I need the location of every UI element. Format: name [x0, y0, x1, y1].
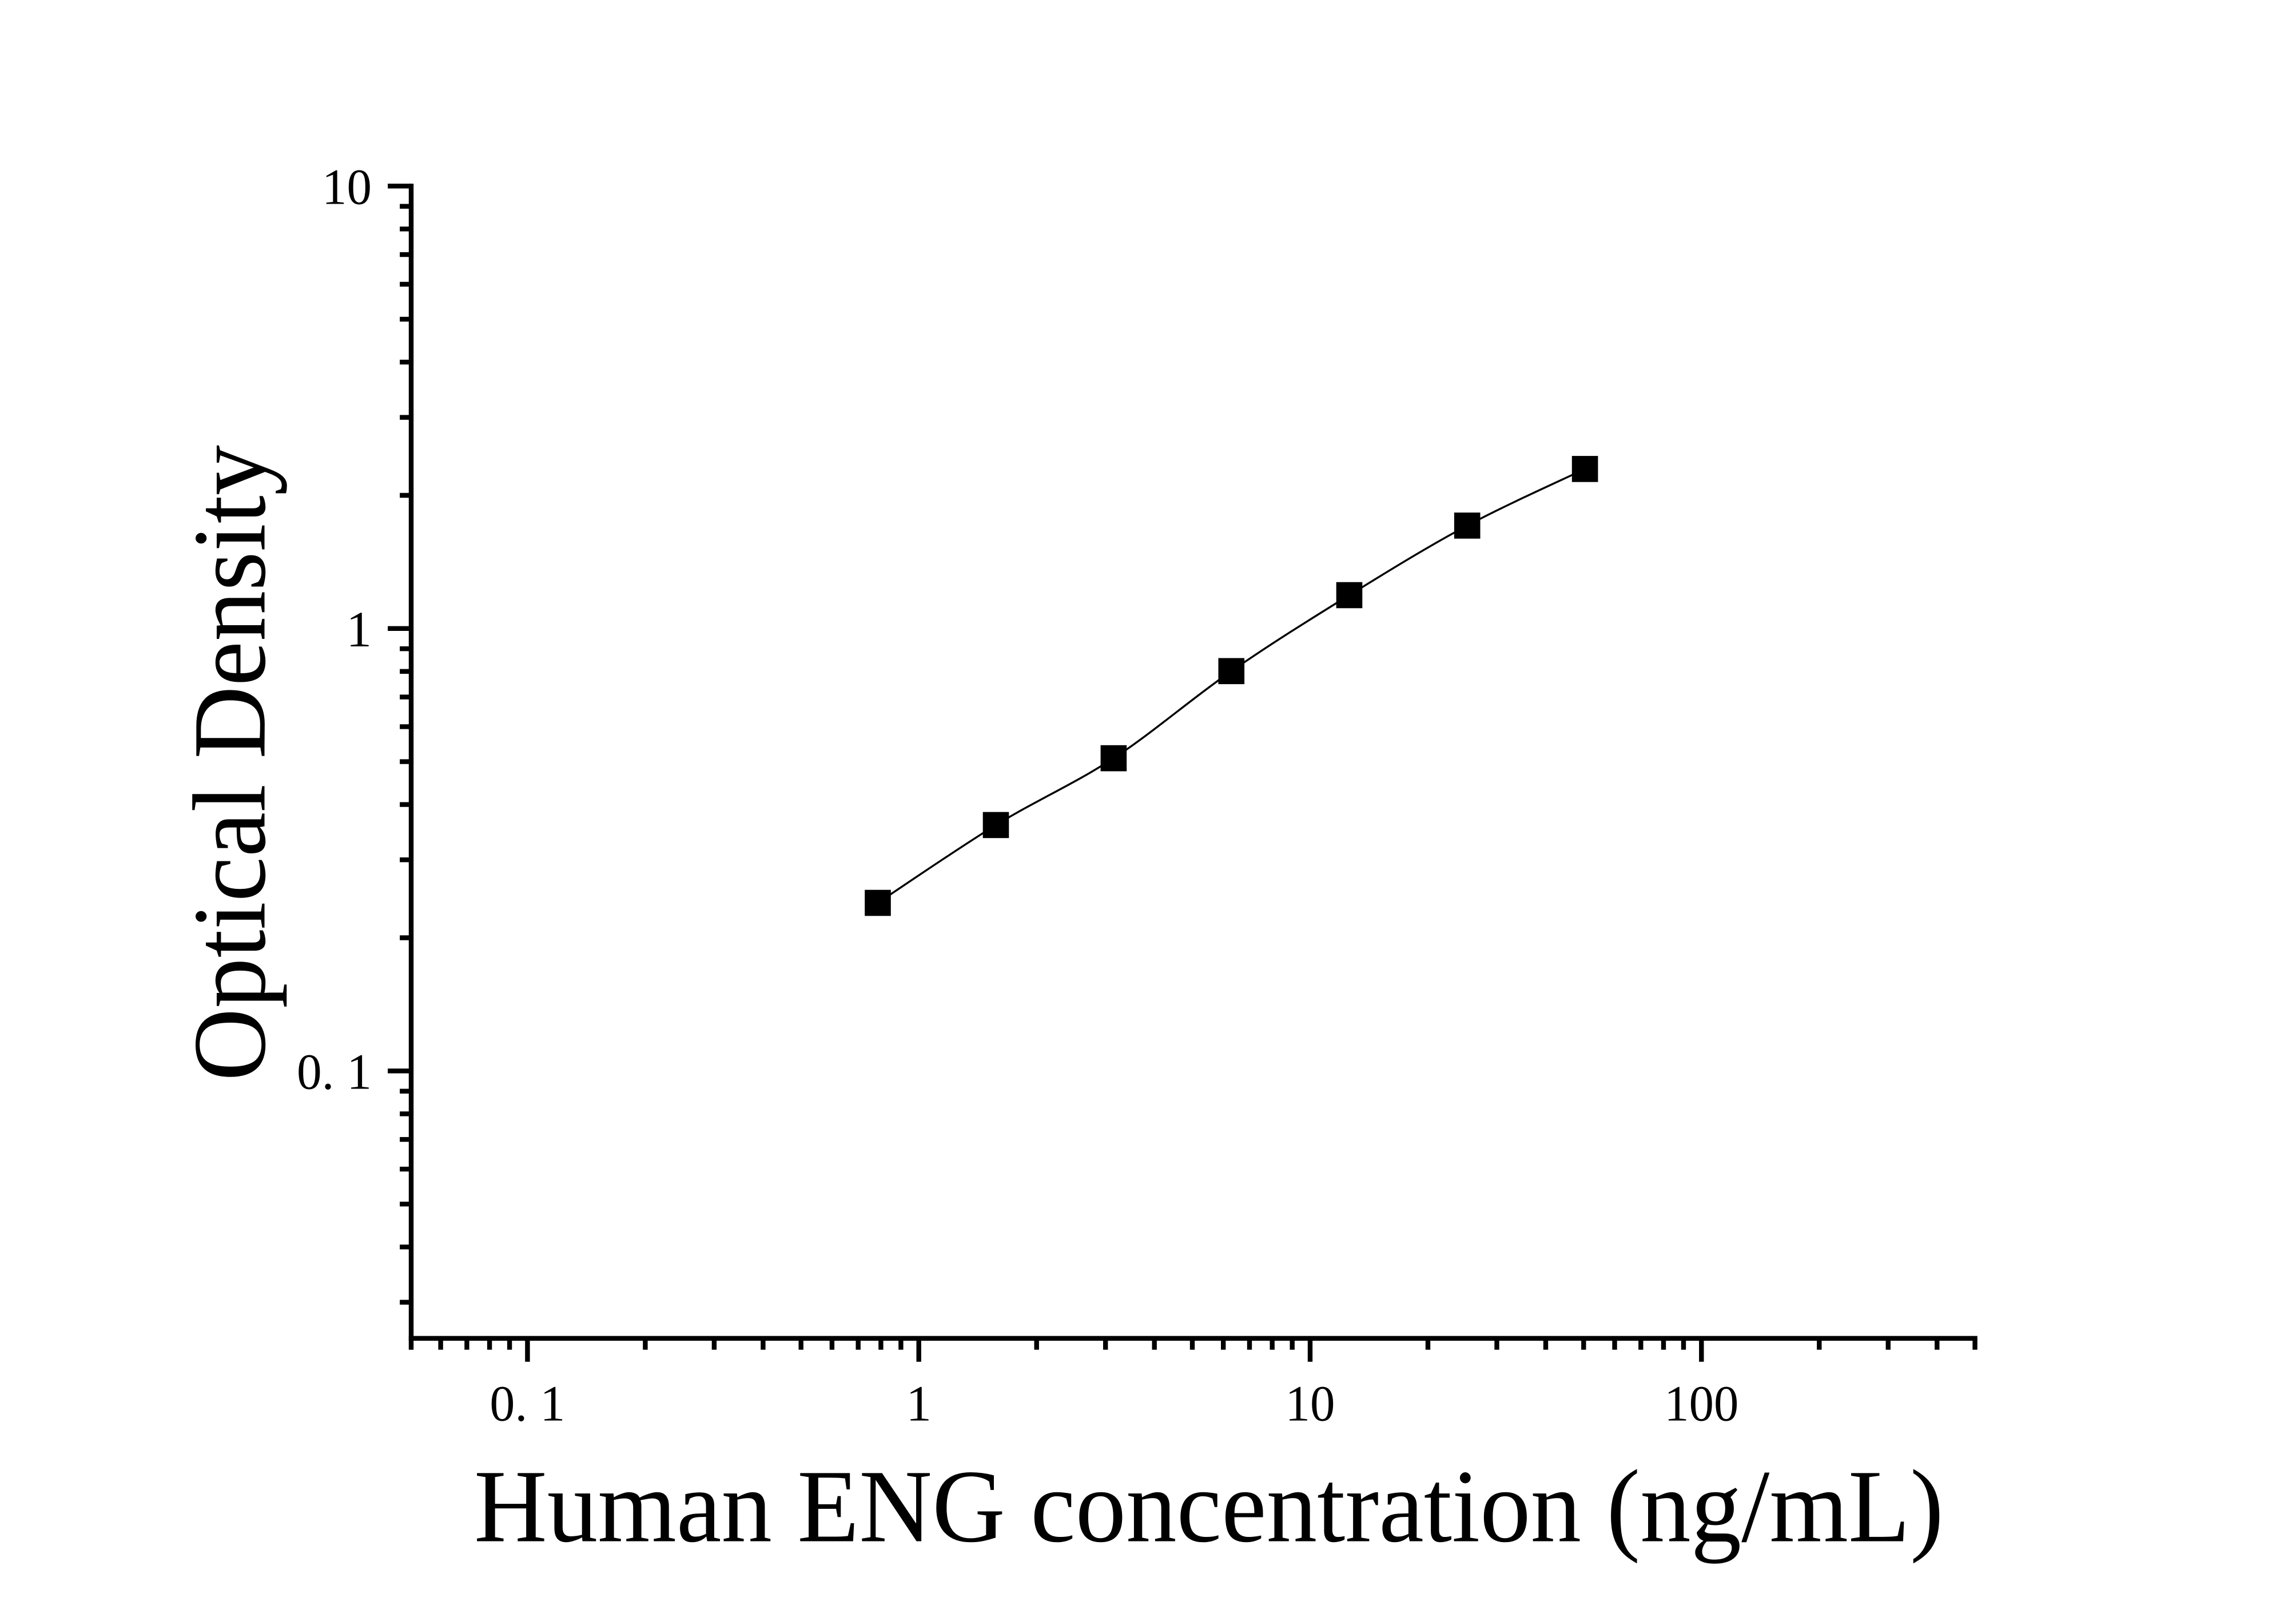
svg-text:10: 10 — [1286, 1376, 1335, 1432]
svg-text:1: 1 — [906, 1376, 932, 1432]
svg-text:10: 10 — [322, 159, 372, 215]
svg-text:0. 1: 0. 1 — [297, 1044, 372, 1100]
svg-text:Optical Density: Optical Density — [173, 445, 288, 1081]
svg-text:100: 100 — [1664, 1376, 1738, 1432]
svg-text:0. 1: 0. 1 — [490, 1376, 565, 1432]
svg-text:Human ENG concentration (ng/mL: Human ENG concentration (ng/mL) — [474, 1449, 1944, 1564]
svg-text:1: 1 — [347, 602, 372, 658]
